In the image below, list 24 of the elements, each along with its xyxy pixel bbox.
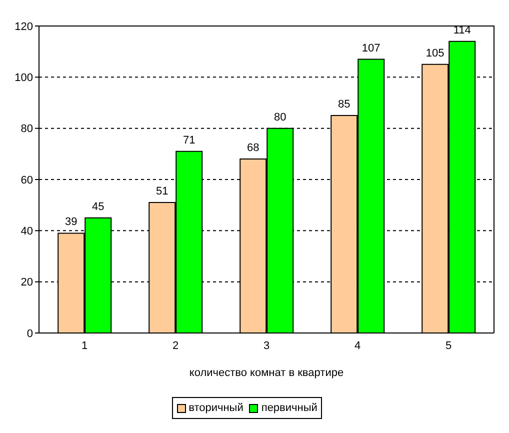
x-tick-label: 3: [263, 340, 270, 352]
x-tick-label: 2: [172, 340, 179, 352]
x-tick-label: 1: [81, 340, 88, 352]
y-tick-label: 80: [20, 123, 33, 136]
legend-label: первичный: [261, 402, 318, 414]
data-label: 107: [362, 42, 380, 54]
y-tick-label: 100: [14, 72, 33, 84]
legend-label: вторичный: [188, 402, 244, 414]
data-label: 71: [182, 134, 196, 146]
y-tick-label: 120: [14, 20, 33, 33]
data-label: 39: [64, 216, 78, 228]
x-tick-label: 5: [445, 340, 452, 352]
x-tick-label: 4: [354, 340, 361, 352]
y-tick-label: 0: [26, 328, 33, 340]
y-tick-label: 20: [20, 276, 33, 289]
data-label: 80: [274, 111, 286, 124]
data-label: 85: [338, 98, 350, 111]
data-label: 105: [426, 47, 444, 60]
data-label: 51: [156, 186, 168, 198]
y-tick-label: 40: [20, 226, 33, 238]
x-axis-title: количество комнат в квартире: [189, 367, 344, 379]
y-tick-label: 60: [20, 174, 33, 186]
data-label: 68: [246, 142, 260, 154]
data-label: 45: [92, 200, 104, 213]
